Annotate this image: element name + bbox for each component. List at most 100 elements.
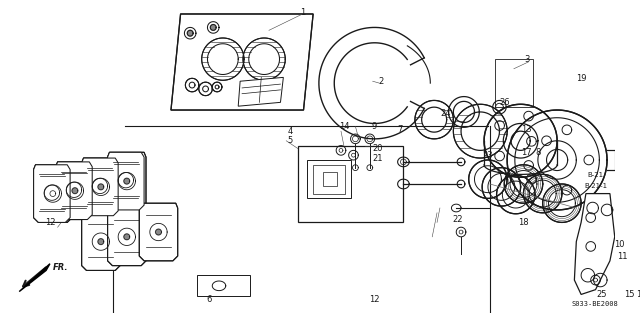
Polygon shape	[562, 185, 572, 195]
Text: 16: 16	[636, 290, 640, 299]
Polygon shape	[108, 208, 146, 266]
Text: 19: 19	[576, 74, 586, 83]
Polygon shape	[171, 14, 313, 110]
Polygon shape	[527, 137, 536, 146]
Polygon shape	[199, 82, 212, 96]
Text: 24: 24	[440, 109, 451, 118]
Polygon shape	[365, 134, 374, 144]
Polygon shape	[581, 269, 595, 282]
Text: 20: 20	[372, 144, 383, 153]
Text: B-21: B-21	[588, 172, 604, 178]
Text: 13: 13	[521, 125, 532, 134]
Polygon shape	[524, 174, 562, 213]
Polygon shape	[593, 273, 607, 287]
Polygon shape	[562, 125, 572, 135]
Polygon shape	[415, 100, 453, 139]
Polygon shape	[584, 155, 593, 165]
Text: 23: 23	[483, 151, 493, 160]
Bar	[298, 145, 403, 222]
Polygon shape	[591, 275, 600, 285]
Text: 26: 26	[499, 98, 509, 107]
Polygon shape	[602, 204, 613, 216]
Polygon shape	[586, 213, 595, 222]
Bar	[323, 172, 337, 186]
Polygon shape	[34, 165, 72, 222]
Polygon shape	[574, 194, 615, 294]
Bar	[495, 59, 533, 107]
Polygon shape	[543, 184, 581, 222]
Polygon shape	[495, 121, 504, 130]
Text: S033-BE2008: S033-BE2008	[572, 301, 618, 307]
Polygon shape	[527, 174, 536, 183]
Text: 6: 6	[207, 295, 212, 304]
Polygon shape	[353, 165, 358, 171]
Polygon shape	[50, 191, 56, 197]
Text: 8: 8	[535, 148, 541, 157]
Text: 3: 3	[525, 55, 530, 63]
Polygon shape	[188, 30, 193, 36]
Polygon shape	[82, 158, 120, 216]
Bar	[307, 160, 351, 198]
Text: 11: 11	[617, 251, 628, 261]
Polygon shape	[56, 162, 92, 219]
Bar	[313, 165, 345, 194]
Text: 12: 12	[369, 295, 380, 304]
Polygon shape	[98, 184, 104, 190]
Text: 5: 5	[287, 136, 292, 145]
Polygon shape	[34, 165, 70, 222]
Polygon shape	[238, 78, 284, 106]
Polygon shape	[82, 213, 120, 271]
Polygon shape	[497, 175, 535, 214]
Polygon shape	[351, 134, 360, 144]
Polygon shape	[212, 82, 222, 92]
Polygon shape	[495, 151, 504, 161]
Polygon shape	[211, 25, 216, 30]
Text: 1: 1	[300, 8, 305, 17]
Polygon shape	[484, 104, 557, 177]
Polygon shape	[457, 180, 465, 188]
Polygon shape	[587, 202, 598, 214]
Polygon shape	[482, 168, 520, 206]
Polygon shape	[451, 204, 461, 212]
Polygon shape	[140, 203, 178, 261]
Text: 7: 7	[397, 125, 403, 134]
Polygon shape	[524, 111, 533, 121]
Text: 15: 15	[624, 290, 634, 299]
Text: 4: 4	[287, 127, 292, 136]
Polygon shape	[397, 157, 409, 167]
Polygon shape	[186, 78, 199, 92]
Text: 25: 25	[596, 290, 607, 299]
Polygon shape	[457, 158, 465, 166]
Polygon shape	[453, 104, 507, 158]
Polygon shape	[108, 152, 146, 210]
Text: 21: 21	[372, 153, 383, 163]
Polygon shape	[184, 27, 196, 39]
Polygon shape	[524, 161, 533, 170]
Text: B-21-1: B-21-1	[584, 183, 607, 189]
Text: FR.: FR.	[53, 263, 68, 272]
Polygon shape	[586, 241, 595, 251]
Polygon shape	[507, 110, 607, 210]
Polygon shape	[82, 158, 118, 216]
Polygon shape	[56, 162, 94, 219]
Polygon shape	[98, 239, 104, 244]
Text: 18: 18	[518, 218, 529, 227]
Polygon shape	[108, 152, 144, 210]
Polygon shape	[124, 234, 130, 240]
Polygon shape	[156, 229, 161, 235]
Polygon shape	[541, 136, 551, 145]
Polygon shape	[19, 264, 50, 292]
Text: 2: 2	[379, 77, 384, 86]
Polygon shape	[456, 227, 466, 237]
Text: 9: 9	[372, 122, 377, 131]
Polygon shape	[72, 188, 78, 194]
Polygon shape	[367, 165, 372, 171]
Text: 14: 14	[339, 122, 349, 131]
Polygon shape	[349, 150, 358, 160]
Text: 12: 12	[45, 218, 55, 227]
Text: 10: 10	[614, 240, 625, 249]
Polygon shape	[468, 160, 507, 198]
Polygon shape	[207, 22, 219, 33]
Polygon shape	[243, 38, 285, 80]
Polygon shape	[336, 145, 346, 155]
